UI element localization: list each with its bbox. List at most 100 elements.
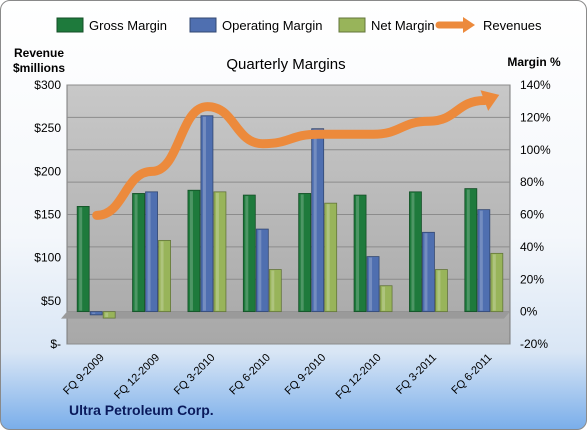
revenue-point (96, 214, 98, 216)
right-tick-label: 20% (520, 272, 544, 286)
bar-operating-margin (311, 128, 325, 313)
legend-label: Gross Margin (89, 18, 167, 33)
revenue-point (483, 100, 485, 102)
legend: Gross Margin Operating Margin Net Margin Re… (56, 17, 542, 33)
left-tick-label: $300 (34, 78, 61, 92)
revenue-point (151, 170, 153, 172)
category-label: FQ 6-2010 (227, 352, 273, 398)
bar-highlight (92, 312, 96, 314)
chart-title: Quarterly Margins (226, 56, 345, 73)
legend-label: Operating Margin (222, 18, 322, 33)
bar-operating-margin (477, 209, 491, 313)
revenue-series (92, 90, 500, 220)
company-name: Ultra Petroleum Corp. (69, 402, 214, 418)
right-tick-label: 60% (520, 208, 544, 222)
legend-arrow (463, 17, 475, 33)
bar-operating-margin (366, 256, 380, 313)
revenue-point (262, 143, 264, 145)
bar-highlight (313, 129, 317, 311)
bar-net-margin (102, 311, 116, 319)
left-axis-label-line1: Revenue (14, 46, 64, 60)
revenue-point (428, 120, 430, 122)
revenue-point (317, 133, 319, 135)
bar-highlight (202, 116, 206, 311)
bar-gross-margin (353, 194, 367, 313)
bar-highlight (437, 270, 441, 311)
bar-highlight (479, 210, 483, 311)
bar-net-margin (435, 269, 448, 313)
bar-operating-margin (145, 191, 158, 313)
bar-highlight (382, 286, 386, 311)
bar-operating-margin (422, 231, 435, 313)
bar-highlight (215, 192, 219, 311)
revenue-arrowhead (480, 90, 500, 111)
bar-net-margin (490, 252, 504, 313)
bar-highlight (245, 196, 249, 311)
bar-highlight (271, 270, 275, 311)
revenue-point (373, 133, 375, 135)
bar-gross-margin (242, 194, 256, 313)
legend-swatch (189, 17, 217, 33)
bar-net-margin (158, 239, 171, 313)
bar-highlight (411, 192, 415, 311)
bar-highlight (189, 191, 193, 311)
left-axis-label-line2: $millions (13, 61, 65, 75)
category-label: FQ 3-2011 (394, 352, 439, 397)
right-tick-label: 100% (520, 143, 551, 157)
legend-swatch (56, 17, 84, 33)
bar-gross-margin (132, 193, 145, 313)
bar-highlight (258, 230, 262, 311)
axes-text: Revenue $millions Margin % Quarterly Mar… (13, 46, 561, 418)
bar-operating-margin (200, 115, 214, 313)
bar-highlight (424, 233, 428, 311)
right-axis-label: Margin % (507, 55, 561, 69)
left-tick-label: $50 (41, 294, 61, 308)
bar-highlight (105, 312, 109, 318)
right-tick-label: 140% (520, 78, 551, 92)
bar-highlight (134, 194, 138, 311)
left-tick-label: $200 (34, 164, 61, 178)
legend-swatch (338, 17, 366, 33)
bar-highlight (492, 254, 496, 311)
bar-gross-margin (298, 193, 312, 313)
legend-label: Net Margin (371, 18, 435, 33)
left-tick-label: $- (50, 337, 61, 351)
bar-highlight (160, 241, 164, 311)
bar-highlight (79, 207, 83, 311)
bar-highlight (369, 257, 373, 311)
bar-gross-margin (76, 206, 90, 313)
bar-highlight (147, 192, 151, 311)
category-label: FQ 12-2009 (112, 352, 162, 402)
right-tick-label: 120% (520, 110, 551, 124)
floor-face (61, 311, 510, 319)
revenue-point (206, 106, 208, 108)
bar-operating-margin (89, 311, 103, 316)
bars (76, 115, 504, 319)
left-tick-label: $250 (34, 121, 61, 135)
bar-highlight (466, 189, 470, 311)
bar-gross-margin (464, 188, 478, 313)
bar-highlight (326, 204, 330, 311)
plot-floor (61, 311, 510, 319)
bar-net-margin (268, 269, 282, 313)
legend-label: Revenues (483, 18, 542, 33)
bar-net-margin (213, 191, 227, 313)
category-label: FQ 6-2011 (449, 352, 494, 397)
bar-gross-margin (409, 191, 422, 313)
right-tick-label: 80% (520, 175, 544, 189)
bar-highlight (356, 196, 360, 311)
category-label: FQ 9-2009 (61, 352, 107, 398)
left-tick-label: $150 (34, 208, 61, 222)
bar-operating-margin (255, 228, 269, 313)
bar-highlight (300, 194, 304, 311)
category-label: FQ 9-2010 (283, 352, 329, 398)
bar-gross-margin (187, 189, 201, 313)
right-tick-label: 0% (520, 305, 538, 319)
right-tick-label: 40% (520, 240, 544, 254)
left-tick-label: $100 (34, 251, 61, 265)
bar-net-margin (324, 202, 338, 313)
revenue-line (92, 95, 491, 220)
category-label: FQ 3-2010 (172, 352, 218, 398)
